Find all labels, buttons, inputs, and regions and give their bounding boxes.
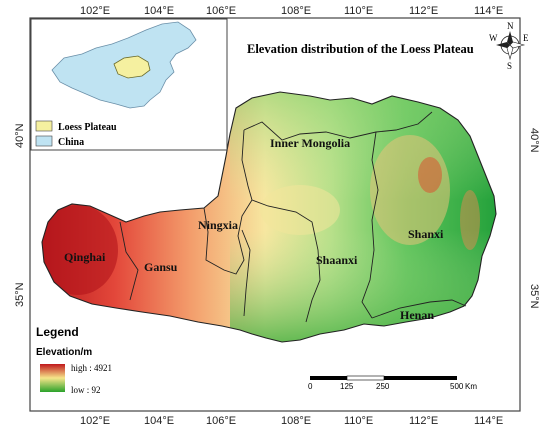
scale-tick: 250: [376, 382, 390, 391]
legend-high-label: high : 4921: [71, 363, 112, 373]
lat-tick-right: 35°N: [528, 284, 540, 309]
region-label-inner-mongolia: Inner Mongolia: [270, 136, 350, 150]
inset-legend-label-loess: Loess Plateau: [58, 122, 117, 133]
scale-tick: 125: [340, 382, 354, 391]
scale-unit: Km: [465, 382, 477, 391]
inset-legend-label-china: China: [58, 137, 84, 148]
lon-tick-top: 114°E: [474, 5, 503, 17]
region-label-ningxia: Ningxia: [198, 218, 238, 232]
elevation-legend: Legend Elevation/m high : 4921 low : 92: [36, 325, 112, 395]
region-label-gansu: Gansu: [144, 260, 178, 274]
inset-legend-swatch-china: [35, 135, 53, 147]
legend-low-label: low : 92: [71, 385, 101, 395]
lon-tick-bottom: 108°E: [281, 415, 311, 427]
compass-s: S: [507, 61, 512, 71]
legend-color-ramp: [40, 364, 65, 392]
lon-tick-bottom: 102°E: [80, 415, 110, 427]
latitude-ticks: 40°N 35°N 40°N 35°N: [14, 123, 540, 308]
longitude-ticks-top: 102°E 104°E 106°E 108°E 110°E 112°E 114°…: [80, 5, 503, 17]
region-label-shanxi: Shanxi: [408, 227, 444, 241]
lon-tick-top: 108°E: [281, 5, 311, 17]
lon-tick-bottom: 110°E: [344, 415, 373, 427]
province-boundaries: [119, 111, 467, 323]
compass-rose-icon: N S E W: [489, 21, 529, 71]
lon-tick-bottom: 104°E: [144, 415, 174, 427]
lat-tick-left: 35°N: [14, 282, 26, 307]
region-label-henan: Henan: [400, 308, 434, 322]
lon-tick-top: 102°E: [80, 5, 110, 17]
scale-tick: 500: [450, 382, 464, 391]
lon-tick-bottom: 106°E: [206, 415, 236, 427]
inset-legend-swatch-loess: [35, 120, 53, 132]
scale-tick: 0: [308, 382, 313, 391]
legend-subtitle: Elevation/m: [36, 347, 92, 358]
map-title: Elevation distribution of the Loess Plat…: [247, 42, 474, 56]
lat-tick-right: 40°N: [528, 128, 540, 153]
lon-tick-top: 104°E: [144, 5, 174, 17]
region-label-qinghai: Qinghai: [64, 250, 106, 264]
plateau-outline: [41, 91, 497, 343]
scale-bar: 0 125 250 500 Km: [308, 375, 477, 391]
lat-tick-left: 40°N: [14, 123, 26, 148]
compass-n: N: [507, 21, 514, 31]
longitude-ticks-bottom: 102°E 104°E 106°E 108°E 110°E 112°E 114°…: [80, 415, 503, 427]
legend-title: Legend: [36, 325, 79, 339]
inset-map: Loess Plateau China: [30, 18, 228, 151]
lon-tick-bottom: 114°E: [474, 415, 503, 427]
region-label-shaanxi: Shaanxi: [316, 253, 358, 267]
lon-tick-bottom: 112°E: [409, 415, 438, 427]
lon-tick-top: 106°E: [206, 5, 236, 17]
lon-tick-top: 112°E: [409, 5, 438, 17]
compass-e: E: [523, 33, 529, 43]
inset-loess-plateau-shape: [113, 55, 151, 79]
compass-w: W: [489, 33, 498, 43]
lon-tick-top: 110°E: [344, 5, 373, 17]
